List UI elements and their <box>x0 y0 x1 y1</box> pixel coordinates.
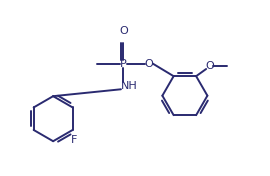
Text: P: P <box>120 59 127 69</box>
Text: O: O <box>145 59 153 69</box>
Text: F: F <box>71 135 77 144</box>
Text: O: O <box>119 26 128 36</box>
Text: NH: NH <box>121 81 137 91</box>
Text: O: O <box>205 61 214 71</box>
